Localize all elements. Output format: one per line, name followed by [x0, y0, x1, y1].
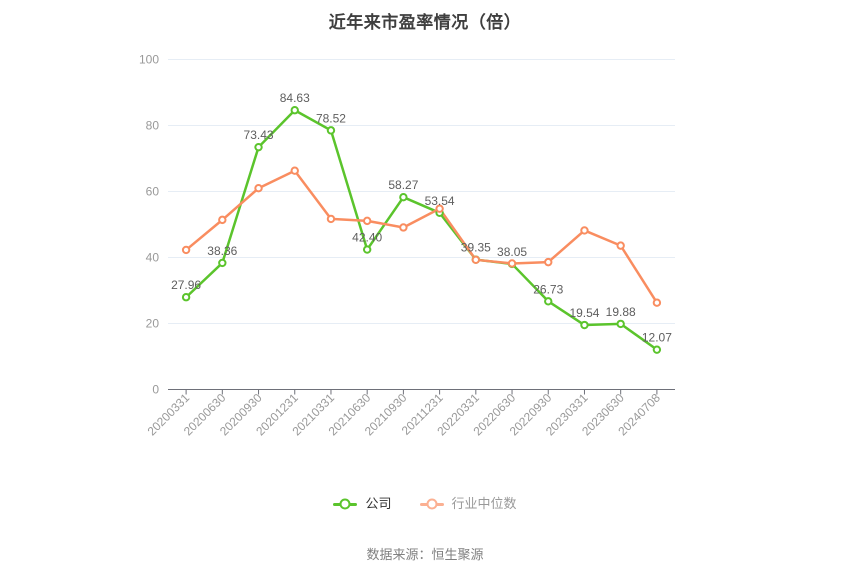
chart-plot-area[interactable]: 0204060801002020033120200630202009302020…: [0, 0, 850, 470]
data-point-label: 12.07: [642, 331, 672, 345]
series-line-1: [184, 169, 659, 304]
series-1-data-point[interactable]: [471, 255, 481, 265]
series-1-data-point[interactable]: [507, 259, 517, 268]
series-0-data-point[interactable]: [181, 293, 191, 302]
series-1-data-point[interactable]: [399, 223, 408, 232]
legend-item-company[interactable]: 公司: [333, 496, 392, 511]
data-point-label: 19.88: [606, 305, 636, 319]
legend-item-industry-median[interactable]: 行业中位数: [419, 496, 517, 511]
series-1-data-point[interactable]: [544, 257, 553, 267]
legend-line-marker-icon: [419, 498, 444, 510]
series-0-data-point[interactable]: [254, 142, 263, 152]
data-source-note: 数据来源：恒生聚源: [366, 547, 484, 562]
data-point-label: 39.35: [461, 241, 491, 255]
y-axis-tick-label: 0: [152, 383, 159, 397]
y-axis-tick-label: 100: [139, 53, 159, 67]
series-0-data-point[interactable]: [399, 193, 408, 202]
series-0-data-point[interactable]: [362, 245, 372, 254]
legend-line-marker-icon: [333, 498, 358, 510]
y-axis-tick-label: 40: [146, 251, 160, 265]
series-0-data-point[interactable]: [544, 297, 553, 306]
data-point-label: 73.43: [244, 128, 274, 142]
series-line-0: [184, 108, 659, 351]
y-axis-tick-label: 60: [146, 185, 160, 199]
y-axis-tick-label: 80: [146, 119, 160, 133]
series-0-data-point[interactable]: [326, 126, 336, 135]
legend-item-label: 行业中位数: [451, 496, 517, 511]
series-1-data-point[interactable]: [290, 166, 299, 175]
series-1-data-point[interactable]: [435, 204, 444, 213]
data-point-label: 53.54: [425, 194, 455, 208]
data-point-label: 42.40: [352, 231, 382, 245]
y-axis-tick-label: 20: [146, 317, 160, 331]
series-1-data-point[interactable]: [580, 226, 589, 235]
data-point-label: 58.27: [388, 178, 418, 192]
series-1-data-point[interactable]: [254, 184, 263, 193]
series-1-data-point[interactable]: [326, 214, 336, 224]
series-0-data-point[interactable]: [580, 320, 589, 330]
legend: 公司 行业中位数: [0, 497, 850, 511]
data-point-label: 78.52: [316, 111, 346, 125]
series-1-data-point[interactable]: [616, 241, 625, 250]
data-point-label: 26.73: [533, 282, 563, 296]
chart-title: 近年来市盈率情况（倍）: [328, 13, 522, 32]
series-0-data-point[interactable]: [652, 345, 662, 354]
series-1-data-point[interactable]: [652, 298, 662, 307]
series-1-data-point[interactable]: [218, 215, 227, 225]
data-point-label: 19.54: [569, 306, 599, 320]
series-0-data-point[interactable]: [616, 319, 625, 329]
series-1-data-point[interactable]: [362, 216, 372, 226]
data-point-label: 38.05: [497, 245, 527, 259]
data-point-label: 38.36: [207, 244, 237, 258]
legend-item-label: 公司: [365, 496, 392, 511]
series-1-data-point[interactable]: [181, 245, 191, 255]
data-point-label: 27.96: [171, 278, 201, 292]
data-point-label: 84.63: [280, 91, 310, 105]
series-0-data-point[interactable]: [290, 106, 299, 115]
series-0-data-point[interactable]: [218, 258, 227, 268]
